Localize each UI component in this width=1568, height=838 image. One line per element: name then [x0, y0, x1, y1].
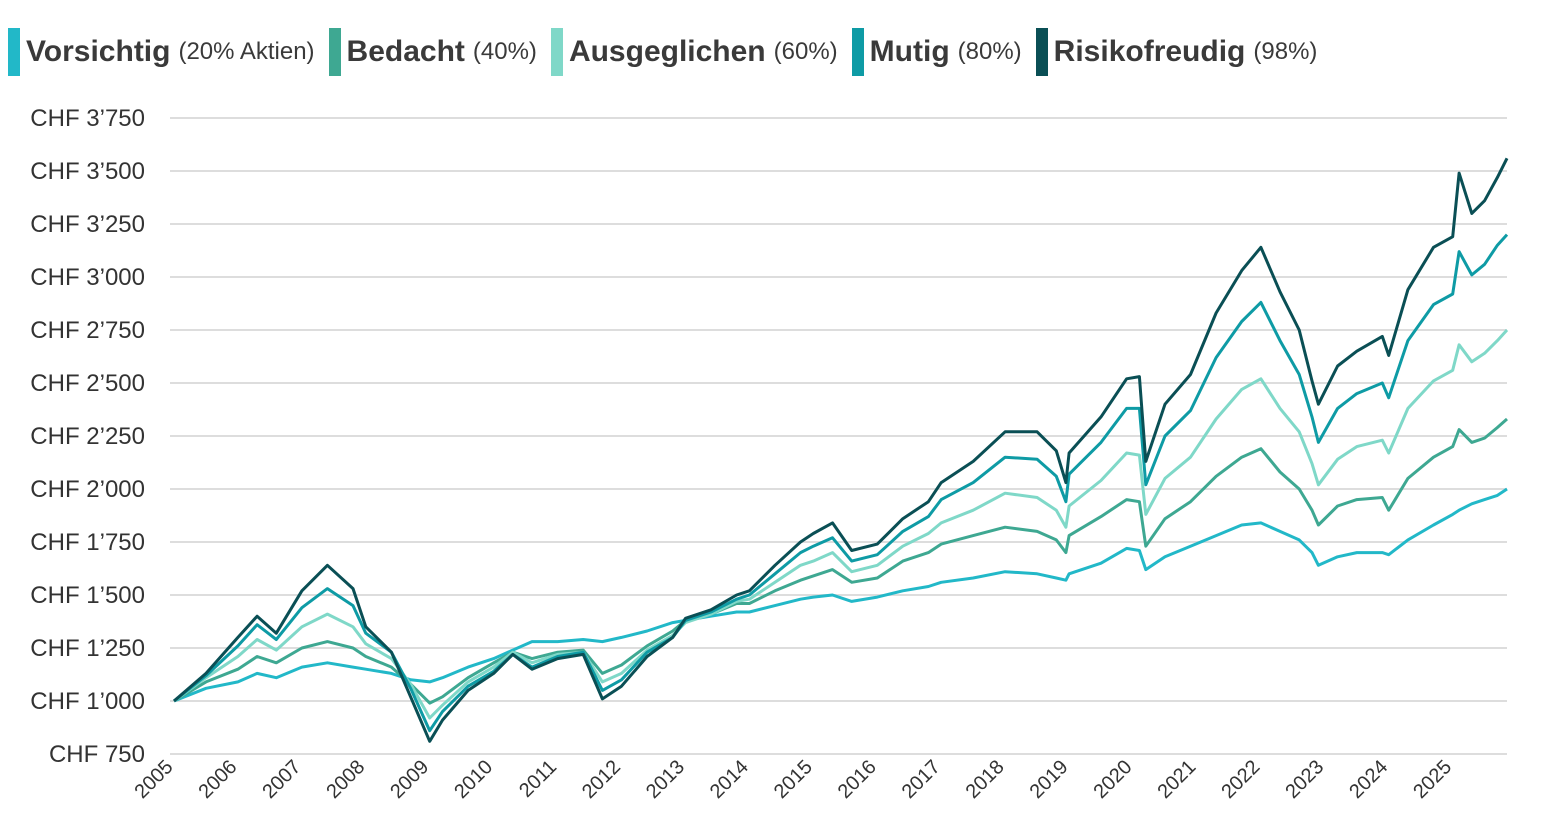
x-tick-label: 2007	[258, 756, 305, 803]
legend-label: Risikofreudig	[1053, 35, 1246, 68]
legend-swatch	[851, 28, 864, 76]
x-tick-label: 2012	[578, 756, 625, 803]
legend-swatch	[328, 28, 341, 76]
legend-note: (40%)	[472, 38, 537, 65]
y-tick-label: CHF 2’000	[30, 476, 145, 503]
x-axis-ticks: 2005 2006 2007 2008 2009 2010 2011 2012 2013 2014…	[131, 756, 1457, 803]
x-tick-label: 2018	[962, 756, 1009, 803]
y-tick-label: CHF 3’500	[30, 158, 145, 185]
x-tick-label: 2016	[834, 756, 881, 803]
y-tick-label: CHF 1’000	[30, 688, 145, 715]
series-line-risikofreudig[interactable]	[173, 157, 1509, 743]
series-lines	[173, 157, 1509, 743]
legend-item-mutig[interactable]: Mutig (80%)	[851, 28, 1022, 76]
x-tick-label: 2006	[194, 756, 241, 803]
x-tick-label: 2021	[1153, 756, 1200, 803]
legend-note: (98%)	[1253, 38, 1318, 65]
x-tick-label: 2013	[642, 756, 689, 803]
legend-note: (80%)	[957, 38, 1022, 65]
x-tick-label: 2020	[1090, 756, 1137, 803]
series-line-bedacht[interactable]	[173, 417, 1508, 705]
x-tick-label: 2014	[706, 756, 753, 803]
y-tick-label: CHF 1’750	[30, 529, 145, 556]
legend-label: Mutig	[869, 35, 950, 68]
legend-swatch	[550, 28, 563, 76]
x-tick-label: 2022	[1217, 756, 1264, 803]
y-tick-label: CHF 2’250	[30, 423, 145, 450]
x-tick-label: 2015	[770, 756, 817, 803]
x-tick-label: 2011	[515, 756, 561, 802]
x-tick-label: 2025	[1409, 756, 1456, 803]
legend-note: (20% Aktien)	[178, 38, 315, 65]
x-tick-label: 2019	[1026, 756, 1073, 803]
y-tick-label: CHF 750	[49, 741, 145, 768]
legend-item-risikofreudig[interactable]: Risikofreudig (98%)	[1035, 28, 1318, 76]
y-tick-label: CHF 2’750	[30, 317, 145, 344]
y-tick-label: CHF 3’250	[30, 211, 145, 238]
legend-label: Ausgeglichen	[568, 35, 766, 68]
x-tick-label: 2024	[1345, 756, 1392, 803]
x-tick-label: 2009	[386, 756, 433, 803]
legend-item-ausgeglichen[interactable]: Ausgeglichen (60%)	[550, 28, 838, 76]
y-tick-label: CHF 3’750	[30, 105, 145, 132]
legend-note: (60%)	[773, 38, 838, 65]
x-tick-label: 2010	[450, 756, 497, 803]
x-tick-label: 2008	[322, 756, 369, 803]
y-tick-label: CHF 1’500	[30, 582, 145, 609]
legend-item-bedacht[interactable]: Bedacht (40%)	[328, 28, 537, 76]
x-tick-label: 2017	[898, 756, 945, 803]
legend-swatch	[8, 28, 20, 76]
y-tick-label: CHF 2’500	[30, 370, 145, 397]
series-line-ausgeglichen[interactable]	[173, 328, 1509, 720]
series-line-mutig[interactable]	[173, 233, 1509, 733]
legend: Vorsichtig (20% Aktien) Bedacht (40%) Au…	[8, 28, 1331, 76]
legend-swatch	[1035, 28, 1048, 76]
series-line-vorsichtig[interactable]	[173, 487, 1508, 703]
y-tick-label: CHF 1’250	[30, 635, 145, 662]
gridlines	[170, 117, 1507, 755]
legend-label: Bedacht	[346, 35, 465, 68]
y-tick-label: CHF 3’000	[30, 264, 145, 291]
legend-item-vorsichtig[interactable]: Vorsichtig (20% Aktien)	[8, 28, 315, 76]
y-axis-ticks: CHF 750 CHF 1’000 CHF 1’250 CHF 1’500 CHF 1’…	[30, 105, 145, 768]
legend-label: Vorsichtig	[26, 35, 171, 68]
x-tick-label: 2023	[1281, 756, 1328, 803]
